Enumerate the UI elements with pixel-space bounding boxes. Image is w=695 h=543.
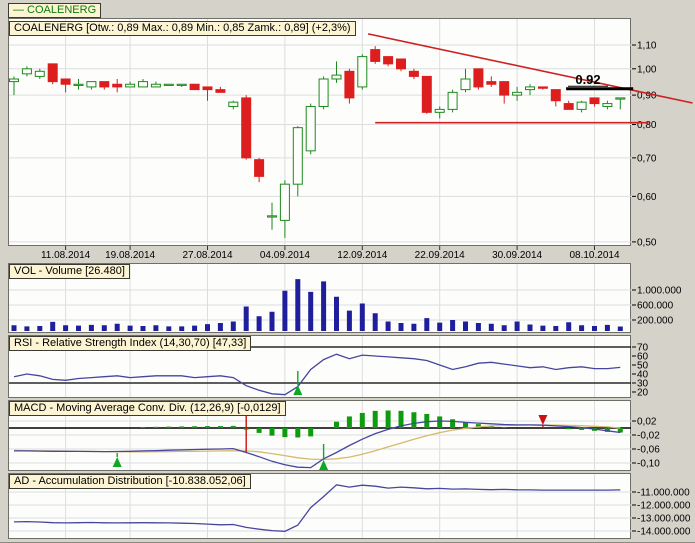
svg-text:0,02: 0,02 (637, 417, 657, 428)
svg-text:1,10: 1,10 (637, 41, 657, 52)
svg-text:60: 60 (637, 352, 649, 363)
svg-text:30: 30 (637, 379, 649, 390)
price-panel[interactable] (8, 18, 631, 246)
svg-text:1,00: 1,00 (637, 64, 657, 75)
svg-text:1.000.000: 1.000.000 (637, 286, 682, 297)
series-legend: — COALENERG (8, 3, 102, 18)
svg-text:600.000: 600.000 (637, 301, 674, 312)
svg-text:0,90: 0,90 (637, 91, 657, 102)
svg-text:27.08.2014: 27.08.2014 (182, 250, 232, 261)
macd-panel-label: MACD - Moving Average Conv. Div. (12,26,… (9, 401, 286, 416)
volume-panel-label: VOL - Volume [26.480] (9, 264, 130, 279)
svg-text:-0,02: -0,02 (637, 431, 660, 442)
svg-text:-11.000.000: -11.000.000 (637, 488, 690, 499)
svg-text:-0,06: -0,06 (637, 445, 660, 456)
svg-text:40: 40 (637, 370, 649, 381)
svg-text:0,70: 0,70 (637, 153, 657, 164)
svg-text:12.09.2014: 12.09.2014 (337, 250, 387, 261)
svg-text:-0,10: -0,10 (637, 459, 660, 470)
svg-text:0,50: 0,50 (637, 237, 657, 248)
svg-text:22.09.2014: 22.09.2014 (415, 250, 465, 261)
svg-text:20: 20 (637, 388, 649, 399)
ohlc-info-bar: COALENERG [Otw.: 0,89 Max.: 0,89 Min.: 0… (9, 21, 356, 36)
svg-text:-12.000.000: -12.000.000 (637, 501, 691, 512)
rsi-panel-label: RSI - Relative Strength Index (14,30,70)… (9, 336, 252, 351)
svg-text:08.10.2014: 08.10.2014 (569, 250, 619, 261)
svg-text:200.000: 200.000 (637, 316, 674, 327)
svg-text:0,80: 0,80 (637, 120, 657, 131)
svg-text:70: 70 (637, 343, 649, 354)
svg-text:04.09.2014: 04.09.2014 (260, 250, 310, 261)
svg-text:-13.000.000: -13.000.000 (637, 514, 691, 525)
svg-text:30.09.2014: 30.09.2014 (492, 250, 542, 261)
svg-text:0,60: 0,60 (637, 192, 657, 203)
svg-text:-14.000.000: -14.000.000 (637, 527, 691, 538)
ad-panel-label: AD - Accumulation Distribution [-10.838.… (9, 474, 251, 489)
svg-text:19.08.2014: 19.08.2014 (105, 250, 155, 261)
svg-text:11.08.2014: 11.08.2014 (41, 250, 91, 261)
svg-text:50: 50 (637, 361, 649, 372)
